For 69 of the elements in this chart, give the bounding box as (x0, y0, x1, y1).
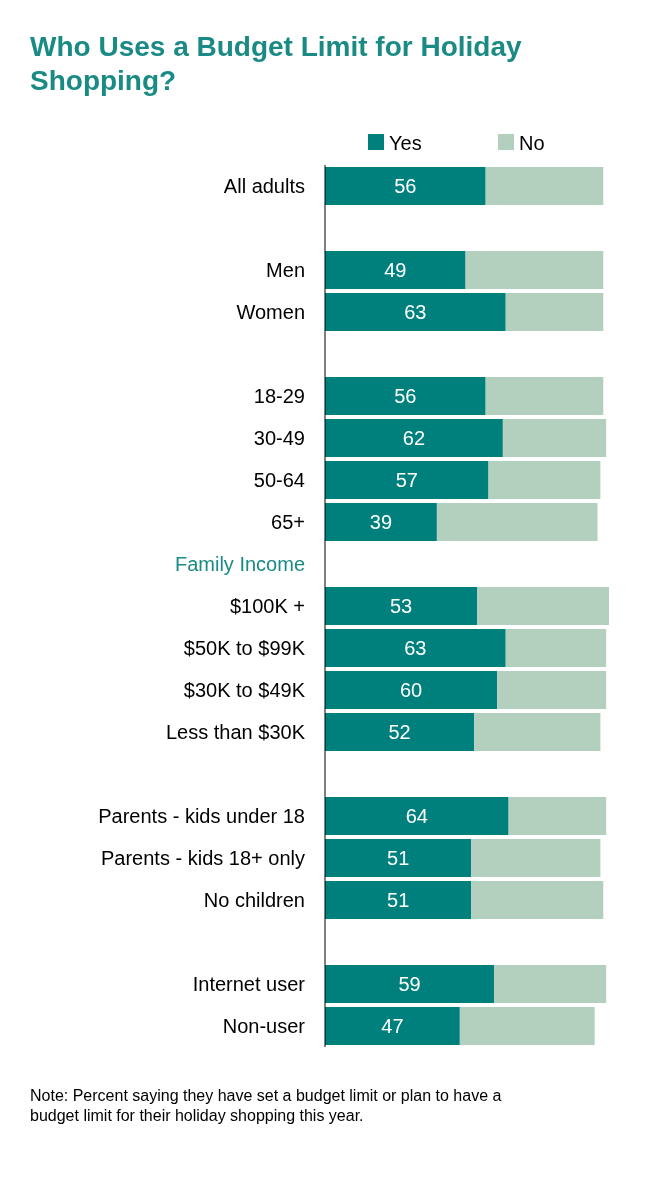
bar (505, 629, 607, 667)
bar (325, 713, 475, 751)
y-tick-label: Non-user (222, 1015, 306, 1037)
bar (325, 881, 472, 919)
bar (471, 881, 604, 919)
bar (325, 797, 509, 835)
bar (471, 839, 601, 877)
data-label: 60 (399, 679, 423, 701)
bar (325, 629, 506, 667)
bar (485, 377, 604, 415)
bar (325, 377, 486, 415)
y-tick-label: $100K + (229, 595, 305, 617)
data-label: 64 (405, 805, 428, 827)
y-tick-label: Men (266, 259, 305, 281)
bar (325, 587, 478, 625)
y-tick-label: All adults (223, 175, 305, 197)
data-label: 57 (395, 469, 418, 491)
bar (325, 461, 489, 499)
bar (485, 167, 604, 205)
y-tick-label: Less than $30K (166, 721, 306, 743)
y-tick-label: No children (203, 889, 305, 911)
data-label: 63 (404, 637, 427, 659)
bar (325, 293, 506, 331)
legend-label: No (519, 132, 545, 154)
bar (325, 419, 503, 457)
bar (474, 713, 601, 751)
bar (436, 503, 598, 541)
bar (477, 587, 609, 625)
y-tick-label: 30-49 (253, 427, 305, 449)
bar (325, 671, 498, 709)
y-tick-label: 65+ (271, 511, 305, 533)
bar (459, 1007, 595, 1045)
y-tick-label: Internet user (192, 973, 306, 995)
chart-title: Who Uses a Budget Limit for Holiday Shopping? (30, 31, 523, 96)
data-label: 59 (398, 973, 421, 995)
bar (497, 671, 607, 709)
bar (508, 797, 607, 835)
bar (325, 251, 466, 289)
data-label: 56 (394, 385, 417, 407)
data-label: 53 (389, 595, 413, 617)
y-tick-label: $30K to $49K (183, 679, 306, 701)
bar (505, 293, 604, 331)
y-tick-label: 50-64 (253, 469, 305, 491)
data-label: 52 (388, 721, 411, 743)
text: Note: Percent saying they have set a budget limit or plan to have a budget limit for their holiday shopping this year. (30, 1087, 502, 1124)
data-label: 47 (381, 1015, 404, 1037)
bar (325, 965, 495, 1003)
bar (494, 965, 607, 1003)
data-label: 63 (404, 301, 427, 323)
y-tick-label: 18-29 (253, 385, 305, 407)
data-label: 56 (394, 175, 417, 197)
data-label: 51 (387, 889, 410, 911)
data-label: 39 (369, 511, 393, 533)
bar (325, 503, 437, 541)
bar (488, 461, 601, 499)
bar (502, 419, 607, 457)
y-tick-label: Family Income (174, 553, 305, 575)
bar (465, 251, 604, 289)
bar (325, 167, 486, 205)
data-label: 51 (387, 847, 410, 869)
data-label: 49 (384, 259, 407, 281)
data-label: 62 (402, 427, 426, 449)
y-tick-label: Women (236, 301, 305, 323)
legend-label: Yes (389, 132, 422, 154)
bar (325, 1007, 460, 1045)
y-tick-label: Parents - kids 18+ only (101, 847, 305, 869)
y-tick-label: Parents - kids under 18 (98, 805, 305, 827)
y-tick-label: $50K to $99K (183, 637, 306, 659)
bar (325, 839, 472, 877)
